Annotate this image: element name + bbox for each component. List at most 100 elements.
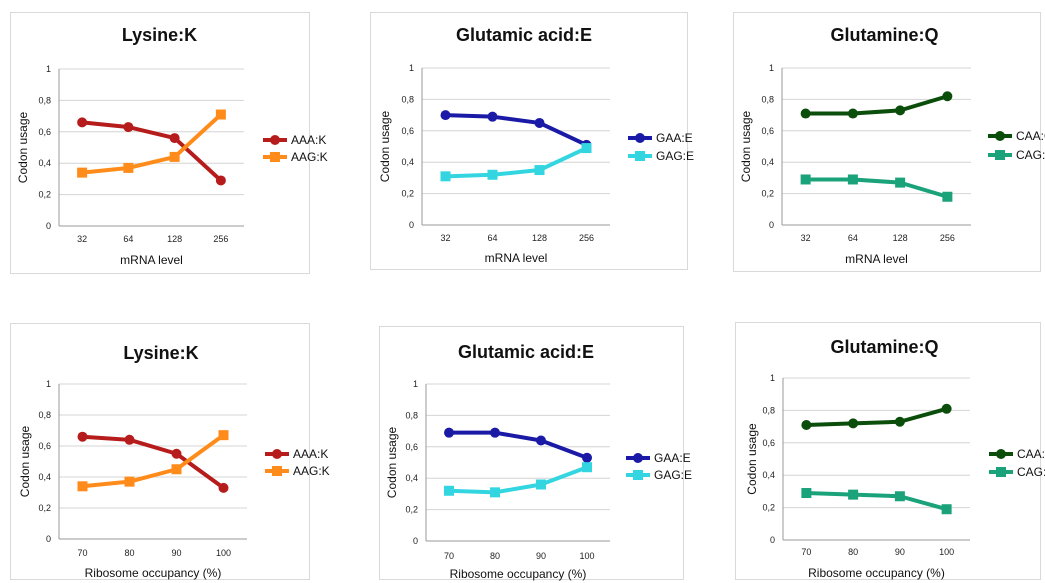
y-tick-label: 0,6 — [761, 126, 774, 136]
x-tick-label: 80 — [848, 547, 858, 557]
x-tick-label: 256 — [940, 233, 955, 243]
y-tick-label: 0 — [46, 221, 51, 231]
data-point-gag-e — [581, 143, 592, 154]
y-tick-label: 0,6 — [405, 442, 418, 452]
x-tick-label: 64 — [487, 233, 497, 243]
y-tick-label: 0 — [409, 220, 414, 230]
data-point-cag-q — [894, 491, 905, 502]
data-point-gag-e — [490, 487, 500, 498]
legend-marker — [272, 449, 282, 459]
chart-glutamic-ribosome: Glutamic acid:E 0 0,2 0,4 0,6 0,8 1 70 80 90 100 Ri… — [385, 342, 692, 581]
legend-label-caa-q: CAA:Q — [1017, 447, 1045, 461]
x-tick-label: 32 — [801, 233, 811, 243]
legend-label-gag-e: GAG:E — [656, 149, 694, 163]
y-tick-label: 1 — [413, 379, 418, 389]
data-point-caa-q — [800, 108, 811, 119]
y-tick-label: 0,2 — [762, 503, 775, 513]
x-axis-label: Ribosome occupancy (%) — [808, 566, 945, 580]
chart-panel-glutamine-mrna: Glutamine:Q 0 0,2 0,4 0,6 0,8 1 32 64 128 256 mRNA … — [733, 12, 1045, 272]
series-line-gaa-e — [445, 113, 588, 147]
data-point-aaa-k — [171, 448, 182, 459]
y-tick-label: 0 — [770, 535, 775, 545]
chart-panel-glutamic-ribosome: Glutamic acid:E 0 0,2 0,4 0,6 0,8 1 70 80 90 100 Ri… — [379, 326, 692, 581]
data-point-caa-q — [942, 91, 953, 102]
chart-glutamic-mrna: Glutamic acid:E 0 0,2 0,4 0,6 0,8 1 32 64 128 256 m… — [378, 25, 694, 265]
y-tick-label: 0,4 — [38, 158, 51, 168]
legend-marker — [270, 152, 280, 162]
y-axis-label: Codon usage — [745, 423, 759, 495]
chart-title: Glutamine:Q — [830, 25, 938, 45]
x-axis-label: Ribosome occupancy (%) — [450, 567, 587, 581]
y-tick-label: 0,2 — [401, 189, 414, 199]
y-axis-label: Codon usage — [385, 426, 399, 498]
data-point-cag-q — [941, 504, 952, 515]
data-point-aag-k — [215, 109, 226, 120]
y-tick-label: 0,4 — [405, 473, 418, 483]
data-point-aaa-k — [218, 482, 229, 493]
y-tick-label: 0,6 — [38, 441, 51, 451]
x-tick-label: 100 — [939, 547, 954, 557]
legend-label-gaa-e: GAA:E — [656, 131, 693, 145]
chart-panel-glutamine-ribosome: Glutamine:Q 0 0,2 0,4 0,6 0,8 1 70 80 90 100 Riboso… — [735, 322, 1045, 580]
x-tick-label: 128 — [532, 233, 547, 243]
legend-label-aag-k: AAG:K — [293, 464, 330, 478]
chart-lysine-mrna: Lysine:K 0 0,2 0,4 0,6 0,8 1 32 64 128 256 mRNA lev… — [16, 25, 328, 267]
data-point-aaa-k — [77, 117, 88, 128]
y-tick-label: 0,2 — [761, 189, 774, 199]
legend-label-aag-k: AAG:K — [291, 150, 328, 164]
y-tick-label: 0,8 — [405, 410, 418, 420]
data-point-aag-k — [77, 167, 88, 178]
x-tick-label: 32 — [77, 234, 87, 244]
data-point-aaa-k — [123, 122, 134, 133]
x-tick-label: 256 — [213, 234, 228, 244]
series-line-aag-k — [82, 433, 225, 489]
x-tick-label: 90 — [895, 547, 905, 557]
y-axis-label: Codon usage — [378, 110, 392, 182]
y-tick-label: 0 — [46, 534, 51, 544]
data-point-cag-q — [895, 177, 906, 188]
series-line-aaa-k — [81, 120, 223, 182]
y-tick-label: 0,4 — [761, 157, 774, 167]
legend-label-cag-q: CAG:Q — [1016, 148, 1045, 162]
data-point-caa-q — [895, 105, 906, 116]
y-tick-label: 0 — [413, 536, 418, 546]
series-line-aag-k — [81, 113, 223, 175]
y-axis-label: Codon usage — [16, 111, 30, 183]
data-point-gag-e — [582, 462, 592, 473]
legend-marker — [635, 133, 645, 143]
data-point-gaa-e — [534, 117, 545, 128]
series-line-gag-e — [445, 146, 588, 179]
series-line-aaa-k — [82, 434, 225, 490]
x-axis-label: Ribosome occupancy (%) — [85, 566, 222, 580]
legend-marker — [996, 467, 1006, 477]
y-tick-label: 1 — [769, 63, 774, 73]
data-point-gaa-e — [536, 435, 546, 446]
x-tick-label: 100 — [216, 548, 231, 558]
data-point-caa-q — [941, 403, 952, 414]
y-tick-label: 0,4 — [401, 157, 414, 167]
series-line-cag-q — [805, 177, 948, 199]
data-point-aag-k — [77, 481, 88, 492]
x-axis-label: mRNA level — [485, 251, 548, 265]
chart-title: Glutamic acid:E — [458, 342, 594, 362]
legend-label-gaa-e: GAA:E — [654, 451, 691, 465]
x-tick-label: 90 — [171, 548, 181, 558]
x-tick-label: 70 — [444, 551, 454, 561]
y-tick-label: 0,8 — [762, 405, 775, 415]
data-point-gaa-e — [582, 452, 592, 463]
y-tick-label: 1 — [409, 63, 414, 73]
chart-title: Lysine:K — [122, 25, 197, 45]
x-tick-label: 64 — [848, 233, 858, 243]
legend-label-cag-q: CAG:Q — [1017, 465, 1045, 479]
data-point-aag-k — [123, 162, 134, 173]
data-point-caa-q — [894, 416, 905, 427]
chart-panel-lysine-ribosome: Lysine:K 0 0,2 0,4 0,6 0,8 1 70 80 90 100 Ribosome … — [10, 323, 330, 580]
data-point-gag-e — [444, 485, 454, 496]
data-point-gag-e — [536, 479, 546, 490]
data-point-gag-e — [487, 169, 498, 180]
data-point-aag-k — [171, 464, 182, 475]
legend-marker — [995, 150, 1005, 160]
chart-glutamine-ribosome: Glutamine:Q 0 0,2 0,4 0,6 0,8 1 70 80 90 100 Riboso… — [745, 337, 1045, 580]
y-tick-label: 0,2 — [38, 190, 51, 200]
legend-label-aaa-k: AAA:K — [291, 133, 326, 147]
